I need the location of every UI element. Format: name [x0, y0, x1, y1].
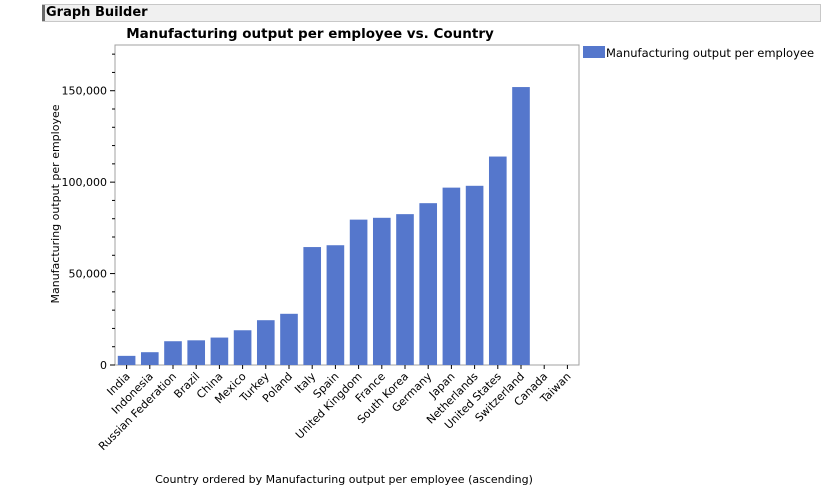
plot-area: [114, 44, 580, 366]
plot-frame: [114, 44, 580, 366]
x-axis-label: Country ordered by Manufacturing output …: [155, 473, 533, 486]
graph-builder-titlebar: Graph Builder: [42, 4, 821, 22]
app-title: Graph Builder: [46, 5, 148, 20]
y-tick-label: 0: [100, 359, 107, 372]
collapse-caret-icon[interactable]: [42, 5, 45, 21]
bars-group: [117, 87, 530, 366]
legend-label: Manufacturing output per employee: [606, 46, 814, 60]
bar: [164, 341, 182, 365]
bar: [140, 352, 159, 365]
bar: [280, 313, 298, 365]
bar: [442, 187, 461, 365]
y-tick-label: 150,000: [62, 85, 108, 98]
bar: [349, 219, 368, 365]
bar: [303, 247, 322, 365]
bar: [512, 87, 530, 366]
bar: [187, 340, 206, 365]
legend: Manufacturing output per employee: [583, 46, 814, 60]
bar: [326, 245, 345, 365]
bar: [210, 337, 229, 365]
bar: [117, 355, 136, 365]
bar: [233, 330, 252, 365]
y-axis-label: Manufacturing output per employee: [49, 104, 62, 303]
bar: [419, 203, 438, 365]
bar: [488, 156, 507, 365]
bar: [256, 320, 275, 365]
bar: [396, 214, 414, 365]
y-tick-label: 50,000: [69, 268, 108, 281]
y-axis: 0 50,000 100,000 150,000: [62, 53, 115, 372]
legend-swatch: [583, 46, 605, 58]
bar: [372, 217, 391, 365]
y-tick-label: 100,000: [62, 176, 108, 189]
bar: [465, 185, 484, 365]
chart-title: Manufacturing output per employee vs. Co…: [126, 26, 494, 42]
